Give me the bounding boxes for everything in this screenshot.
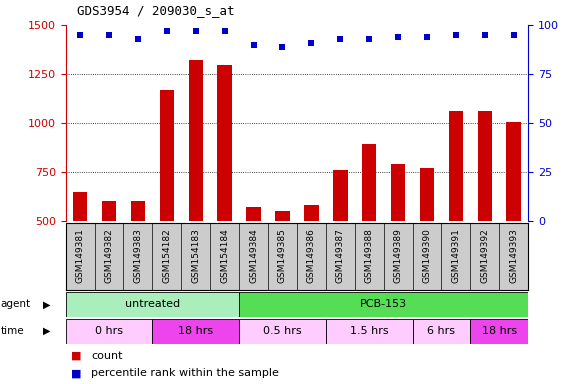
Text: GSM149386: GSM149386 <box>307 228 316 283</box>
Text: ■: ■ <box>71 368 82 378</box>
Text: agent: agent <box>1 299 31 310</box>
Text: 18 hrs: 18 hrs <box>482 326 517 336</box>
Text: GSM149388: GSM149388 <box>365 228 373 283</box>
Text: GSM149390: GSM149390 <box>423 228 432 283</box>
Text: GDS3954 / 209030_s_at: GDS3954 / 209030_s_at <box>77 4 235 17</box>
Bar <box>391 164 405 319</box>
Text: 1.5 hrs: 1.5 hrs <box>350 326 388 336</box>
Text: 18 hrs: 18 hrs <box>178 326 214 336</box>
Text: 6 hrs: 6 hrs <box>428 326 456 336</box>
Bar <box>131 201 145 319</box>
Text: PCB-153: PCB-153 <box>360 299 407 310</box>
Bar <box>506 122 521 319</box>
Text: GSM149382: GSM149382 <box>104 228 114 283</box>
Text: GSM154182: GSM154182 <box>162 228 171 283</box>
Bar <box>326 319 412 344</box>
Text: GSM149389: GSM149389 <box>393 228 403 283</box>
Bar <box>218 65 232 319</box>
Text: GSM149381: GSM149381 <box>75 228 85 283</box>
Text: count: count <box>91 351 123 361</box>
Bar <box>160 89 174 319</box>
Text: untreated: untreated <box>125 299 180 310</box>
Text: 0.5 hrs: 0.5 hrs <box>263 326 302 336</box>
Text: GSM154184: GSM154184 <box>220 228 229 283</box>
Bar <box>304 205 319 319</box>
Bar <box>477 111 492 319</box>
Bar <box>333 170 348 319</box>
Bar <box>73 192 87 319</box>
Bar <box>188 60 203 319</box>
Bar <box>449 111 463 319</box>
Bar <box>102 201 116 319</box>
Bar <box>362 144 376 319</box>
Text: GSM149393: GSM149393 <box>509 228 518 283</box>
Text: GSM154183: GSM154183 <box>191 228 200 283</box>
Text: GSM149392: GSM149392 <box>480 228 489 283</box>
Text: 0 hrs: 0 hrs <box>95 326 123 336</box>
Bar <box>239 319 326 344</box>
Bar <box>471 319 528 344</box>
Bar <box>246 207 261 319</box>
Bar <box>66 319 152 344</box>
Text: GSM149385: GSM149385 <box>278 228 287 283</box>
Bar <box>152 319 239 344</box>
Text: time: time <box>1 326 24 336</box>
Text: ▶: ▶ <box>43 299 50 310</box>
Text: percentile rank within the sample: percentile rank within the sample <box>91 368 279 378</box>
Bar <box>420 168 434 319</box>
Text: GSM149383: GSM149383 <box>134 228 142 283</box>
Text: GSM149384: GSM149384 <box>249 228 258 283</box>
Text: GSM149391: GSM149391 <box>452 228 460 283</box>
Text: ▶: ▶ <box>43 326 50 336</box>
Text: ■: ■ <box>71 351 82 361</box>
Bar <box>275 211 289 319</box>
Bar <box>413 319 471 344</box>
Text: GSM149387: GSM149387 <box>336 228 345 283</box>
Bar <box>239 292 528 317</box>
Bar <box>66 292 239 317</box>
